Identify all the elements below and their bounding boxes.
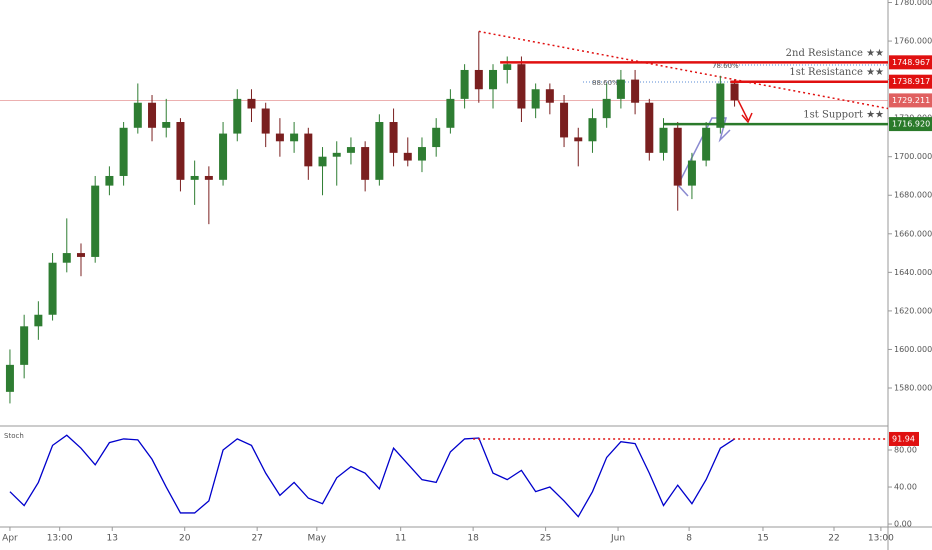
candle-body — [602, 98, 611, 119]
y-tick-label: 1620.000 — [894, 306, 932, 315]
candle-body — [659, 127, 668, 153]
fib-label: 88.60% — [592, 79, 619, 87]
price-label: 1729.211 — [892, 96, 930, 105]
candle-body — [560, 102, 569, 138]
x-tick-label: May — [308, 534, 327, 544]
level-tag — [889, 55, 932, 70]
candle-body — [446, 98, 455, 128]
trendline — [478, 30, 889, 110]
level-label: 1748.967 — [892, 58, 930, 67]
x-tick-label: 20 — [179, 534, 191, 544]
candle-body — [204, 175, 213, 180]
candle-body — [702, 127, 711, 161]
y-tick-label: 1680.000 — [894, 191, 932, 200]
candle-body — [76, 253, 85, 257]
candle-body — [616, 79, 625, 99]
stoch-line — [9, 434, 735, 518]
x-tick-label: 13:00 — [868, 534, 894, 544]
candle-body — [261, 108, 270, 134]
level-name: 1st Support ★★ — [803, 110, 884, 121]
candle-body — [645, 102, 654, 153]
candle-body — [574, 137, 583, 142]
candle-body — [62, 253, 71, 263]
candle-body — [318, 156, 327, 167]
candle-body — [389, 122, 398, 153]
y-tick-label: 1600.000 — [894, 345, 932, 354]
candle-body — [133, 102, 142, 128]
y-tick-label: 1760.000 — [894, 37, 932, 46]
y-tick-label: 1640.000 — [894, 268, 932, 277]
candle-body — [716, 83, 725, 128]
x-tick-label: 22 — [828, 534, 839, 544]
x-tick-label: 11 — [395, 534, 406, 544]
level-name: 2nd Resistance ★★ — [786, 48, 884, 59]
candle-body — [162, 122, 171, 128]
x-tick-label: 13:00 — [47, 534, 73, 544]
candle-body — [460, 69, 469, 99]
y-tick-label: 1700.000 — [894, 152, 932, 161]
stoch-label: 91.94 — [892, 434, 915, 443]
candle-body — [687, 160, 696, 186]
candle-body — [5, 364, 14, 392]
candle-body — [588, 118, 597, 142]
y-tick-label: 40.00 — [894, 483, 917, 492]
candle-body — [275, 133, 284, 142]
level-label: 1738.917 — [892, 77, 930, 86]
candle-body — [91, 185, 100, 257]
x-tick-label: 25 — [540, 534, 551, 544]
y-tick-label: 80.00 — [894, 446, 917, 455]
candle-body — [247, 98, 256, 109]
candle-body — [375, 122, 384, 180]
level-tag — [889, 74, 932, 89]
candle-body — [190, 175, 199, 180]
candle-body — [432, 127, 441, 148]
candle-body — [474, 69, 483, 90]
arrow-head — [741, 112, 753, 124]
candle-body — [20, 326, 29, 365]
candle-body — [517, 64, 526, 109]
x-tick-label: Apr — [2, 534, 18, 544]
y-tick-label: 1580.000 — [894, 383, 932, 392]
candle-body — [730, 83, 739, 101]
y-tick-label: 1780.000 — [894, 0, 932, 7]
candle-body — [361, 147, 370, 180]
candle-body — [290, 133, 299, 142]
candle-body — [34, 314, 43, 327]
candle-body — [219, 133, 228, 180]
candle-body — [332, 152, 341, 157]
candle-body — [489, 69, 498, 90]
y-tick-label: 1660.000 — [894, 229, 932, 238]
level-name: 1st Resistance ★★ — [789, 67, 884, 78]
x-tick-label: 27 — [251, 534, 262, 544]
arrow — [737, 99, 749, 121]
x-tick-label: 8 — [686, 534, 692, 544]
pane-title: Stoch — [4, 432, 24, 440]
candle-body — [403, 152, 412, 161]
candle-body — [346, 147, 355, 153]
candle-body — [304, 133, 313, 167]
stoch-tag — [889, 431, 919, 446]
x-tick-label: Jun — [610, 534, 625, 544]
x-tick-label: 18 — [467, 534, 479, 544]
candle-body — [417, 147, 426, 161]
candle-body — [631, 79, 640, 103]
price-tag — [889, 93, 932, 108]
candle-body — [673, 127, 682, 186]
candle-body — [119, 127, 128, 176]
candle-body — [233, 98, 242, 134]
x-tick-label: 13 — [107, 534, 118, 544]
x-tick-label: 15 — [757, 534, 768, 544]
level-label: 1716.920 — [892, 120, 930, 129]
candle-body — [176, 122, 185, 180]
candle-body — [503, 64, 512, 70]
level-tag — [889, 117, 932, 132]
candle-body — [148, 102, 157, 128]
candle-body — [545, 89, 554, 103]
fib-label: 78.60% — [712, 62, 739, 70]
candle-body — [531, 89, 540, 109]
candle-body — [48, 262, 57, 315]
y-tick-label: 0.00 — [894, 520, 912, 529]
candle-body — [105, 175, 114, 186]
